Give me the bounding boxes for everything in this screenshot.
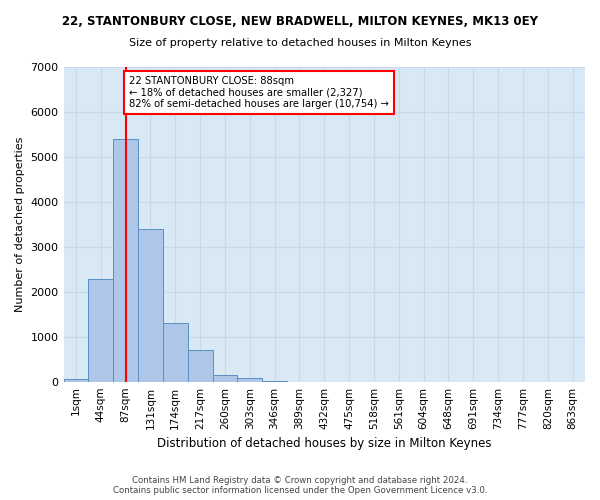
Y-axis label: Number of detached properties: Number of detached properties: [15, 136, 25, 312]
Bar: [188, 350, 212, 382]
X-axis label: Distribution of detached houses by size in Milton Keynes: Distribution of detached houses by size …: [157, 437, 491, 450]
Text: 22 STANTONBURY CLOSE: 88sqm
← 18% of detached houses are smaller (2,327)
82% of : 22 STANTONBURY CLOSE: 88sqm ← 18% of det…: [130, 76, 389, 108]
Bar: [238, 378, 262, 382]
Bar: [88, 279, 113, 382]
Bar: [64, 380, 88, 382]
Text: 22, STANTONBURY CLOSE, NEW BRADWELL, MILTON KEYNES, MK13 0EY: 22, STANTONBURY CLOSE, NEW BRADWELL, MIL…: [62, 15, 538, 28]
Text: Size of property relative to detached houses in Milton Keynes: Size of property relative to detached ho…: [129, 38, 471, 48]
Text: Contains HM Land Registry data © Crown copyright and database right 2024.
Contai: Contains HM Land Registry data © Crown c…: [113, 476, 487, 495]
Bar: [163, 323, 188, 382]
Bar: [138, 228, 163, 382]
Bar: [212, 375, 238, 382]
Bar: [113, 138, 138, 382]
